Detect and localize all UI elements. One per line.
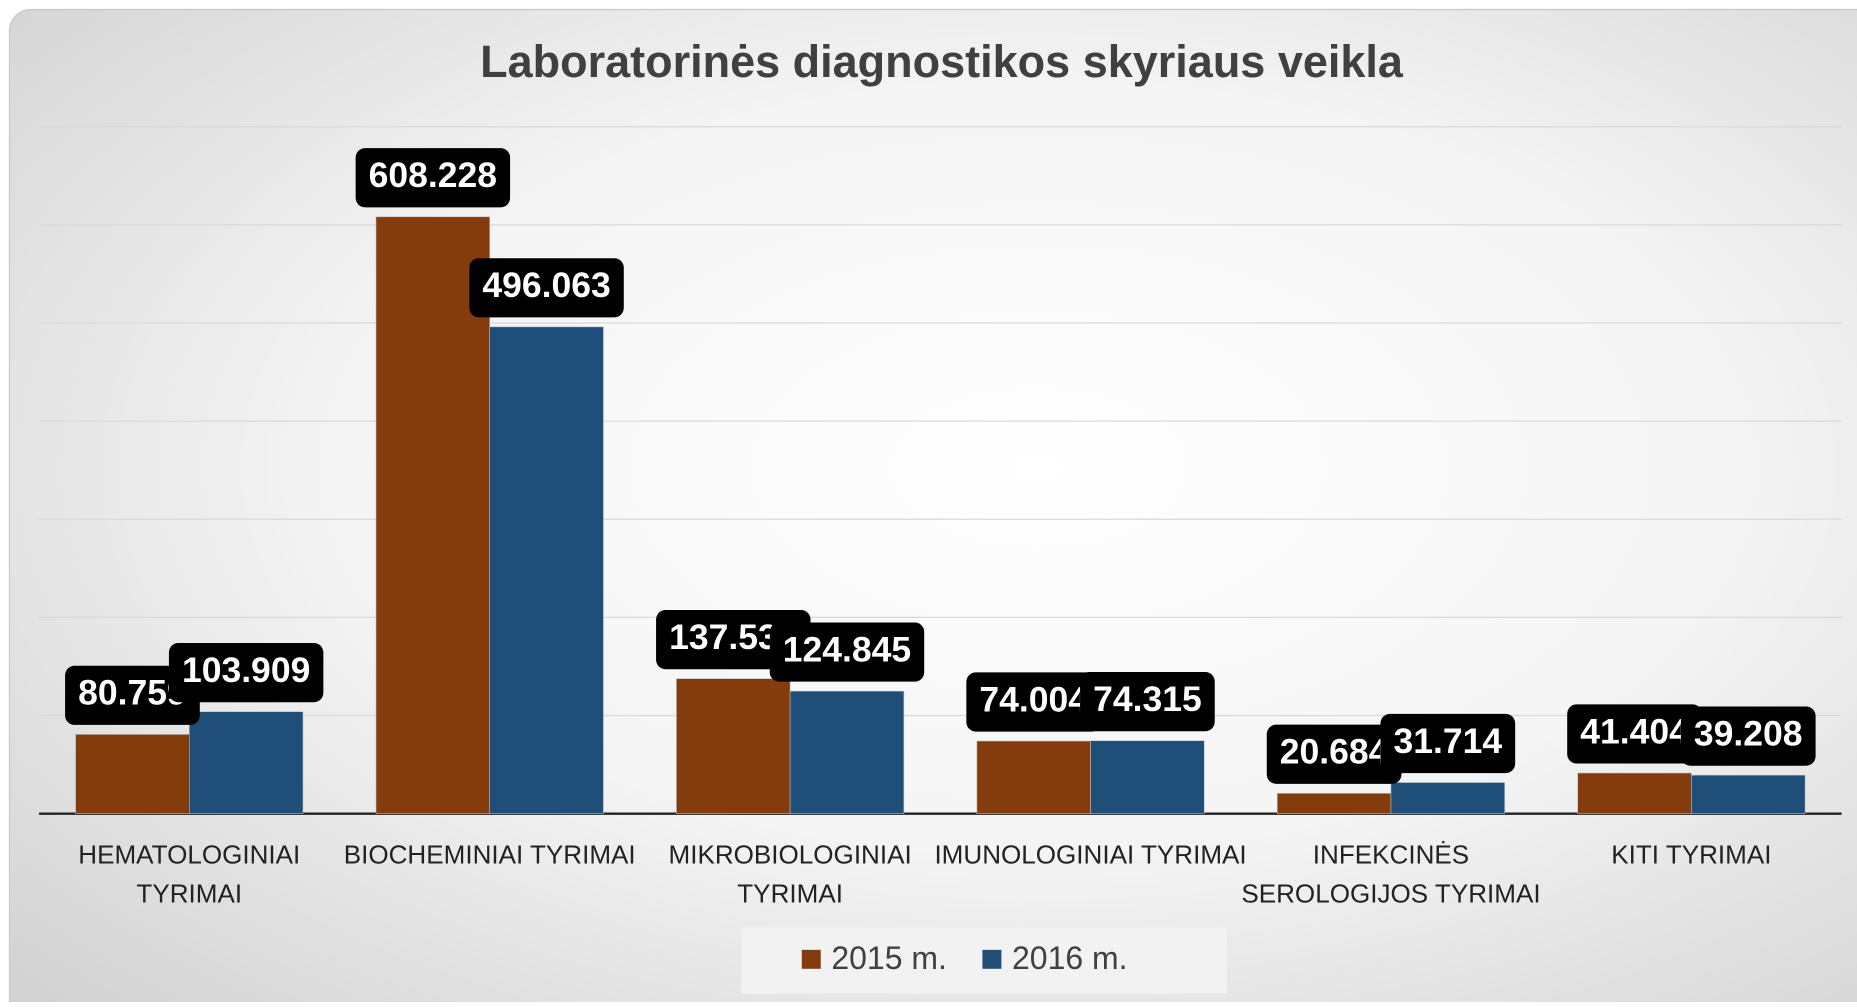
legend-label: 2016 m. (1012, 940, 1128, 976)
data-label: 31.714 (1380, 713, 1516, 774)
bar (375, 216, 491, 814)
data-label-text: 39.208 (1694, 713, 1803, 753)
data-label: 39.208 (1680, 706, 1816, 766)
data-label-box (966, 672, 1102, 732)
data-label-text: 124.845 (783, 629, 911, 669)
x-tick-label: MIKROBIOLOGINIAI TYRIMAI (668, 839, 912, 909)
data-label: 20.684 (1266, 724, 1402, 784)
legend-swatch (801, 949, 821, 969)
bar (489, 326, 604, 814)
data-label-box (769, 622, 925, 682)
data-label-text: 74.004 (979, 679, 1088, 719)
data-label-box (65, 665, 200, 725)
data-label: 496.063 (469, 258, 624, 318)
data-label-text: 80.759 (78, 673, 187, 713)
x-tick-label: IMUNOLOGINIAI TYRIMAI (934, 839, 1247, 870)
chart-title: Laboratorinės diagnostikos skyriaus veik… (480, 36, 1404, 87)
data-label-box (1567, 704, 1702, 764)
bar (188, 711, 304, 814)
x-tick-label: HEMATOLOGINIAI TYRIMAI (78, 839, 301, 909)
data-label-text: 74.315 (1093, 679, 1202, 719)
data-label-box (1680, 706, 1816, 766)
data-label-text: 20.684 (1280, 732, 1389, 772)
x-tick-label-box: IMUNOLOGINIAI TYRIMAI (934, 839, 1247, 870)
x-tick-label-box: BIOCHEMINIAI TYRIMAI (343, 839, 636, 870)
data-label: 103.909 (168, 643, 324, 703)
data-label-box (469, 258, 624, 318)
bar (1090, 740, 1205, 814)
x-tick-label: KITI TYRIMAI (1611, 839, 1772, 870)
legend-label: 2015 m. (831, 940, 947, 976)
data-label-box (355, 148, 511, 208)
data-label-text: 103.909 (182, 650, 310, 690)
x-tick-label-box: INFEKCINĖS SEROLOGIJOS TYRIMAI (1241, 839, 1541, 909)
legend-swatch (982, 949, 1002, 969)
data-label: 608.228 (355, 148, 511, 208)
bar (676, 678, 791, 814)
bar (1577, 772, 1692, 814)
x-tick-label: BIOCHEMINIAI TYRIMAI (343, 839, 636, 870)
data-label-text: 31.714 (1394, 721, 1503, 761)
bar (1276, 793, 1392, 814)
x-tick-label-box: KITI TYRIMAI (1611, 839, 1772, 870)
data-label: 74.315 (1080, 672, 1215, 732)
data-label: 74.004 (966, 672, 1102, 732)
bar (75, 734, 190, 814)
data-label-box (1380, 713, 1516, 774)
x-tick-label-box: MIKROBIOLOGINIAI TYRIMAI (668, 839, 912, 909)
x-tick-label: INFEKCINĖS SEROLOGIJOS TYRIMAI (1241, 839, 1541, 909)
bar (789, 690, 905, 814)
bar (1390, 782, 1505, 814)
data-label-box (1080, 672, 1215, 732)
bar (1691, 774, 1806, 814)
data-label: 80.759 (65, 665, 200, 725)
data-label-text: 41.404 (1580, 711, 1689, 751)
bar (976, 740, 1091, 814)
data-label: 41.404 (1567, 704, 1702, 764)
data-label-text: 608.228 (369, 155, 497, 195)
data-label: 124.845 (769, 622, 925, 682)
x-tick-label-box: HEMATOLOGINIAI TYRIMAI (78, 839, 301, 909)
data-label-box (168, 643, 324, 703)
data-label-text: 496.063 (482, 265, 610, 305)
data-label-box (1266, 724, 1402, 784)
